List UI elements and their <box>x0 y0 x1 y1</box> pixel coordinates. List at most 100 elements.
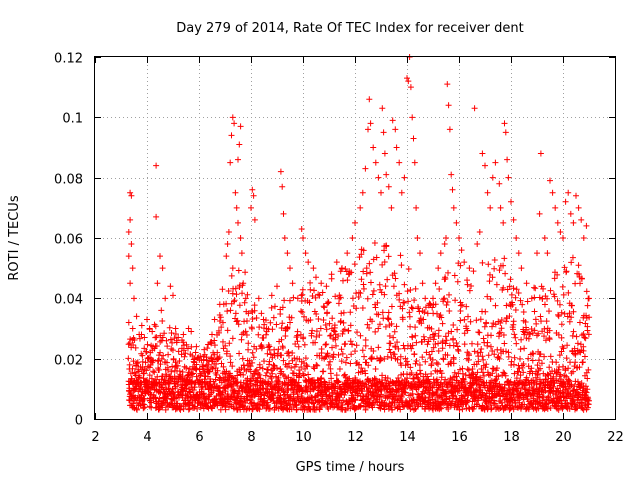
roti-point <box>248 324 255 331</box>
y-tick-label: 0.02 <box>54 354 83 369</box>
x-tick-label: 12 <box>347 430 364 445</box>
roti-point <box>181 353 188 360</box>
roti-point <box>214 349 221 356</box>
roti-point <box>243 317 250 324</box>
roti-point <box>230 298 237 305</box>
roti-point <box>172 385 179 392</box>
roti-point <box>217 314 224 321</box>
roti-point <box>245 346 252 353</box>
roti-point <box>180 339 187 346</box>
roti-point <box>224 308 231 315</box>
roti-point <box>200 356 207 363</box>
roti-point <box>168 329 175 336</box>
roti-point <box>247 363 254 370</box>
roti-point <box>232 285 239 292</box>
roti-point <box>156 388 163 395</box>
roti-point <box>168 368 175 375</box>
roti-point <box>209 405 216 412</box>
roti-point <box>223 300 230 307</box>
roti-point <box>130 358 137 365</box>
roti-point <box>229 363 236 370</box>
roti-point <box>133 363 140 370</box>
roti-point <box>184 393 191 400</box>
roti-point <box>197 370 204 377</box>
roti-point <box>249 406 256 413</box>
roti-point <box>157 389 164 396</box>
roti-point <box>234 317 241 324</box>
roti-point <box>129 400 136 407</box>
roti-point <box>197 353 204 360</box>
roti-point <box>209 365 216 372</box>
roti-point <box>225 288 232 295</box>
x-axis-label: GPS time / hours <box>296 460 405 475</box>
roti-point <box>231 388 238 395</box>
roti-point <box>259 365 266 372</box>
roti-point <box>227 359 234 366</box>
roti-point <box>158 355 165 362</box>
roti-point <box>232 310 239 317</box>
roti-point <box>228 272 235 279</box>
roti-point <box>204 345 211 352</box>
roti-point <box>224 391 231 398</box>
roti-point <box>251 302 258 309</box>
roti-point <box>154 358 161 365</box>
roti-point <box>159 334 166 341</box>
roti-point <box>177 406 184 413</box>
roti-point <box>189 352 196 359</box>
roti-point <box>179 373 186 380</box>
roti-point <box>139 352 146 359</box>
roti-point <box>219 338 226 345</box>
y-tick-label: 0.04 <box>54 293 83 308</box>
roti-point <box>222 406 229 413</box>
y-tick-label: 0 <box>75 414 83 429</box>
roti-point <box>240 362 247 369</box>
roti-point <box>126 361 133 368</box>
roti-point <box>190 356 197 363</box>
roti-point <box>224 327 231 334</box>
roti-point <box>141 404 148 411</box>
roti-point <box>161 330 168 337</box>
roti-point <box>136 374 143 381</box>
x-tick-label: 22 <box>607 430 624 445</box>
roti-point <box>247 368 254 375</box>
y-axis-label: ROTI / TECUs <box>7 195 22 280</box>
roti-point <box>244 291 251 298</box>
roti-point <box>153 343 160 350</box>
roti-point <box>243 396 250 403</box>
roti-point <box>204 361 211 368</box>
roti-point <box>183 365 190 372</box>
roti-point <box>163 359 170 366</box>
roti-point <box>213 393 220 400</box>
roti-point <box>134 379 141 386</box>
roti-point <box>238 336 245 343</box>
roti-point <box>141 345 148 352</box>
roti-point <box>251 370 258 377</box>
roti-point <box>200 363 207 370</box>
roti-point <box>140 395 147 402</box>
roti-point <box>233 291 240 298</box>
roti-point <box>191 404 198 411</box>
roti-point <box>234 379 241 386</box>
roti-point <box>136 335 143 342</box>
y-tick-label: 0.12 <box>54 52 83 67</box>
roti-point <box>201 369 208 376</box>
roti-point <box>143 367 150 374</box>
roti-point <box>240 371 247 378</box>
roti-point <box>138 331 145 338</box>
roti-point <box>194 405 201 412</box>
roti-point <box>243 367 250 374</box>
roti-point <box>220 363 227 370</box>
roti-point <box>127 370 134 377</box>
roti-point <box>175 348 182 355</box>
roti-point <box>156 366 163 373</box>
roti-point <box>162 377 169 384</box>
roti-point <box>212 376 219 383</box>
roti-point <box>239 290 246 297</box>
roti-point <box>243 331 250 338</box>
roti-point <box>229 335 236 342</box>
x-tick-label: 8 <box>247 430 255 445</box>
roti-point <box>182 350 189 357</box>
roti-point <box>236 302 243 309</box>
roti-point <box>165 351 172 358</box>
